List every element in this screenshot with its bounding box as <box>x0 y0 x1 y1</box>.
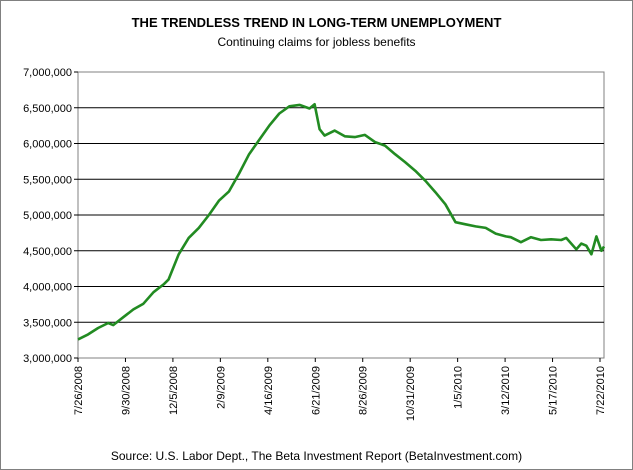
chart-subtitle: Continuing claims for jobless benefits <box>217 35 416 49</box>
y-tick-label: 5,500,000 <box>23 174 72 186</box>
x-tick-label: 9/30/2008 <box>120 366 132 415</box>
series-line-continuing-claims <box>77 102 606 341</box>
chart-source: Source: U.S. Labor Dept., The Beta Inves… <box>110 449 523 463</box>
x-tick-label: 7/22/2010 <box>595 366 607 415</box>
y-tick-label: 4,500,000 <box>23 246 72 258</box>
y-tick-label: 4,000,000 <box>23 282 72 294</box>
y-tick-label: 7,000,000 <box>23 67 72 79</box>
x-tick-label: 6/21/2009 <box>310 366 322 415</box>
y-axis: 3,000,000 3,500,000 4,000,000 4,500,000 5,00… <box>23 67 78 365</box>
y-tick-label: 5,000,000 <box>23 210 72 222</box>
y-tick-label: 3,000,000 <box>23 353 72 365</box>
x-tick-label: 3/12/2010 <box>500 366 512 415</box>
x-tick-label: 4/16/2009 <box>263 366 275 415</box>
x-tick-label: 5/17/2010 <box>548 366 560 415</box>
x-tick-label: 2/9/2009 <box>215 366 227 409</box>
x-tick-label: 8/26/2009 <box>358 366 370 415</box>
x-axis: 7/26/2008 9/30/2008 12/5/2008 2/9/2009 4/16/… <box>73 358 607 421</box>
y-tick-label: 3,500,000 <box>23 317 72 329</box>
y-tick-label: 6,000,000 <box>23 139 72 151</box>
x-tick-label: 10/31/2009 <box>405 366 417 421</box>
x-tick-label: 7/26/2008 <box>73 366 85 415</box>
x-tick-label: 1/5/2010 <box>453 366 465 409</box>
x-tick-label: 12/5/2008 <box>168 366 180 415</box>
y-tick-label: 6,500,000 <box>23 103 72 115</box>
chart-title: THE TRENDLESS TREND IN LONG-TERM UNEMPLO… <box>131 15 502 30</box>
grid-lines <box>78 107 604 323</box>
